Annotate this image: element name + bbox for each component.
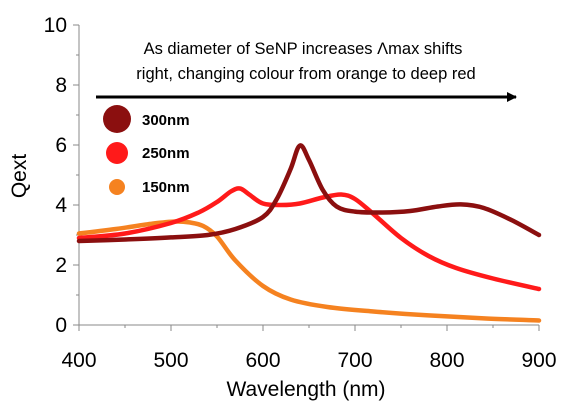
y-tick-label: 6 — [55, 134, 67, 157]
annotation: As diameter of SeNP increases Λmax shift… — [96, 40, 517, 102]
x-tick-label: 900 — [521, 349, 556, 372]
y-axis-label: Qext — [8, 154, 31, 199]
series-line-300nm — [76, 143, 542, 244]
legend: 300nm 250nm 150nm — [103, 105, 190, 196]
legend-item-150nm: 150nm — [109, 179, 190, 196]
legend-label: 300nm — [142, 112, 190, 129]
legend-label: 250nm — [142, 145, 190, 162]
x-tick-label: 500 — [153, 349, 188, 372]
y-tick-label: 0 — [55, 314, 67, 337]
x-axis-label: Wavelength (nm) — [226, 378, 385, 401]
legend-item-250nm: 250nm — [106, 142, 190, 164]
series-line-250nm — [76, 186, 542, 292]
annotation-line-2: right, changing colour from orange to de… — [136, 65, 475, 83]
legend-item-300nm: 300nm — [103, 105, 190, 133]
annotation-line-1: As diameter of SeNP increases Λmax shift… — [144, 40, 463, 58]
y-tick-label: 8 — [55, 74, 67, 97]
x-tick-label: 800 — [429, 349, 464, 372]
legend-marker — [109, 179, 125, 195]
y-tick-label: 2 — [55, 254, 67, 277]
series-line-150nm — [76, 219, 542, 323]
axes: 0 2 4 6 8 10 400 500 600 700 800 900 — [44, 14, 557, 372]
series-layer — [76, 143, 542, 323]
x-tick-label: 600 — [245, 349, 280, 372]
legend-label: 150nm — [142, 179, 190, 196]
y-tick-label: 4 — [55, 194, 67, 217]
x-tick-label: 400 — [61, 349, 96, 372]
y-tick-label: 10 — [44, 14, 67, 37]
legend-marker — [103, 105, 131, 133]
legend-marker — [106, 142, 128, 164]
x-tick-label: 700 — [337, 349, 372, 372]
